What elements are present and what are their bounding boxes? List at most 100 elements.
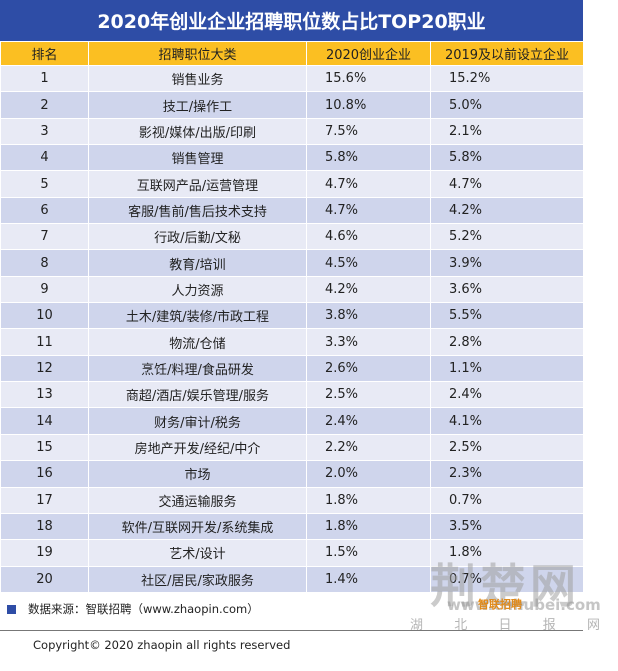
category-cell: 交通运输服务 <box>88 486 307 514</box>
share-2019-cell: 0.7% <box>430 565 584 593</box>
rank-cell: 20 <box>0 565 89 593</box>
category-cell: 烹饪/料理/食品研发 <box>88 354 307 383</box>
rank-cell: 5 <box>0 170 89 198</box>
table-row: 1 销售业务 15.6% 15.2% <box>0 64 584 93</box>
rank-cell: 3 <box>0 117 89 146</box>
table-row: 11 物流/仓储 3.3% 2.8% <box>0 328 584 356</box>
table-row: 6 客服/售前/售后技术支持 4.7% 4.2% <box>0 196 584 225</box>
ranking-table: 排名 招聘职位大类 2020创业企业 2019及以前设立企业 1 销售业务 15.6… <box>0 41 584 593</box>
share-2020-cell: 4.7% <box>306 196 431 225</box>
share-2020-cell: 15.6% <box>306 64 431 93</box>
share-2020-cell: 1.4% <box>306 565 431 593</box>
share-2020-cell: 4.2% <box>306 275 431 304</box>
watermark-logo: 荆楚网 <box>430 559 580 613</box>
watermark-sub-char: 报 <box>542 618 556 633</box>
share-2019-cell: 2.5% <box>430 433 584 462</box>
table-row: 12 烹饪/料理/食品研发 2.6% 1.1% <box>0 354 584 383</box>
rank-cell: 13 <box>0 381 89 409</box>
table-row: 4 销售管理 5.8% 5.8% <box>0 144 584 172</box>
table-row: 18 软件/互联网开发/系统集成 1.8% 3.5% <box>0 512 584 541</box>
table-row: 2 技工/操作工 10.8% 5.0% <box>0 91 584 119</box>
category-cell: 市场 <box>88 460 307 488</box>
share-2019-cell: 2.1% <box>430 117 584 146</box>
category-cell: 物流/仓储 <box>88 328 307 356</box>
rank-cell: 16 <box>0 460 89 488</box>
table-row: 9 人力资源 4.2% 3.6% <box>0 275 584 304</box>
rank-cell: 19 <box>0 539 89 567</box>
category-cell: 影视/媒体/出版/印刷 <box>88 117 307 146</box>
data-source: 数据来源：智联招聘（www.zhaopin.com） <box>7 601 259 617</box>
share-2019-cell: 2.4% <box>430 381 584 409</box>
share-2019-cell: 5.5% <box>430 302 584 330</box>
rank-cell: 17 <box>0 486 89 514</box>
share-2020-cell: 1.8% <box>306 512 431 541</box>
share-2020-cell: 10.8% <box>306 91 431 119</box>
share-2020-cell: 2.2% <box>306 433 431 462</box>
category-cell: 软件/互联网开发/系统集成 <box>88 512 307 541</box>
category-cell: 社区/居民/家政服务 <box>88 565 307 593</box>
share-2020-cell: 2.5% <box>306 381 431 409</box>
share-2020-cell: 4.5% <box>306 249 431 277</box>
category-cell: 客服/售前/售后技术支持 <box>88 196 307 225</box>
share-2019-cell: 3.9% <box>430 249 584 277</box>
share-2020-cell: 3.8% <box>306 302 431 330</box>
share-2019-cell: 0.7% <box>430 486 584 514</box>
rank-cell: 4 <box>0 144 89 172</box>
share-2019-cell: 15.2% <box>430 64 584 93</box>
rank-cell: 9 <box>0 275 89 304</box>
header-rank: 排名 <box>0 41 89 66</box>
table-body: 1 销售业务 15.6% 15.2% 2 技工/操作工 10.8% 5.0% 3 影视/媒体/出版… <box>0 64 584 593</box>
table-row: 13 商超/酒店/娱乐管理/服务 2.5% 2.4% <box>0 381 584 409</box>
category-cell: 艺术/设计 <box>88 539 307 567</box>
footer-divider <box>0 630 583 631</box>
category-cell: 销售业务 <box>88 64 307 93</box>
share-2020-cell: 2.4% <box>306 407 431 435</box>
share-2020-cell: 4.6% <box>306 223 431 251</box>
share-2019-cell: 4.2% <box>430 196 584 225</box>
share-2019-cell: 4.1% <box>430 407 584 435</box>
share-2019-cell: 5.0% <box>430 91 584 119</box>
table-header-row: 排名 招聘职位大类 2020创业企业 2019及以前设立企业 <box>0 41 584 66</box>
rank-cell: 10 <box>0 302 89 330</box>
share-2019-cell: 3.6% <box>430 275 584 304</box>
watermark-sub-char: 湖 <box>410 618 424 633</box>
table-row: 20 社区/居民/家政服务 1.4% 0.7% <box>0 565 584 593</box>
rank-cell: 11 <box>0 328 89 356</box>
share-2019-cell: 5.2% <box>430 223 584 251</box>
share-2019-cell: 5.8% <box>430 144 584 172</box>
share-2020-cell: 2.0% <box>306 460 431 488</box>
table-row: 15 房地产开发/经纪/中介 2.2% 2.5% <box>0 433 584 462</box>
table-row: 8 教育/培训 4.5% 3.9% <box>0 249 584 277</box>
share-2020-cell: 3.3% <box>306 328 431 356</box>
table-title: 2020年创业企业招聘职位数占比TOP20职业 <box>0 0 583 41</box>
category-cell: 互联网产品/运营管理 <box>88 170 307 198</box>
header-2020: 2020创业企业 <box>306 41 431 66</box>
category-cell: 行政/后勤/文秘 <box>88 223 307 251</box>
share-2020-cell: 7.5% <box>306 117 431 146</box>
table-row: 7 行政/后勤/文秘 4.6% 5.2% <box>0 223 584 251</box>
table-row: 16 市场 2.0% 2.3% <box>0 460 584 488</box>
share-2020-cell: 2.6% <box>306 354 431 383</box>
share-2019-cell: 2.3% <box>430 460 584 488</box>
rank-cell: 7 <box>0 223 89 251</box>
table-row: 5 互联网产品/运营管理 4.7% 4.7% <box>0 170 584 198</box>
watermark-sub-char: 日 <box>498 618 512 633</box>
watermark-brand: 智联招聘 <box>478 598 522 611</box>
category-cell: 教育/培训 <box>88 249 307 277</box>
table-row: 17 交通运输服务 1.8% 0.7% <box>0 486 584 514</box>
source-square-icon <box>7 604 16 614</box>
header-category: 招聘职位大类 <box>88 41 307 66</box>
rank-cell: 8 <box>0 249 89 277</box>
category-cell: 人力资源 <box>88 275 307 304</box>
category-cell: 财务/审计/税务 <box>88 407 307 435</box>
category-cell: 销售管理 <box>88 144 307 172</box>
table-row: 19 艺术/设计 1.5% 1.8% <box>0 539 584 567</box>
table-row: 10 土木/建筑/装修/市政工程 3.8% 5.5% <box>0 302 584 330</box>
rank-cell: 14 <box>0 407 89 435</box>
share-2019-cell: 3.5% <box>430 512 584 541</box>
watermark-sub-char: 北 <box>454 618 468 633</box>
share-2020-cell: 4.7% <box>306 170 431 198</box>
share-2019-cell: 1.8% <box>430 539 584 567</box>
share-2020-cell: 5.8% <box>306 144 431 172</box>
share-2020-cell: 1.5% <box>306 539 431 567</box>
